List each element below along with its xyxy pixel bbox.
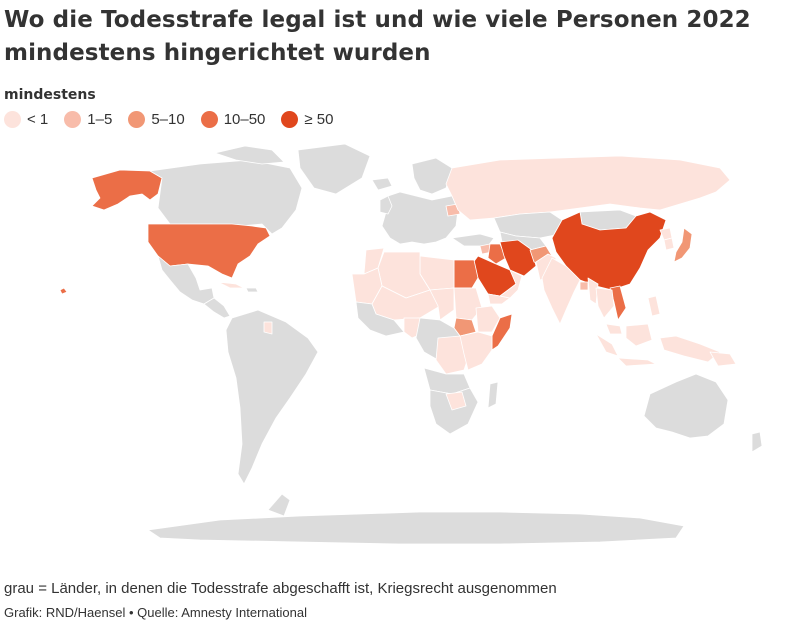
legend-item-lt1: < 1 bbox=[4, 111, 48, 128]
legend-item-1-5: 1–5 bbox=[64, 111, 112, 128]
south-america bbox=[225, 309, 319, 485]
philippines bbox=[647, 295, 661, 317]
japan bbox=[673, 227, 693, 263]
canada bbox=[149, 159, 303, 235]
legend-label: 5–10 bbox=[151, 111, 185, 128]
chad bbox=[429, 287, 455, 321]
hawaii bbox=[59, 287, 68, 295]
papua-new-guinea bbox=[709, 351, 737, 367]
bangladesh bbox=[579, 281, 589, 291]
arctic-islands bbox=[214, 145, 285, 165]
legend-title: mindestens bbox=[4, 87, 96, 103]
legend-swatch bbox=[4, 111, 21, 128]
thailand bbox=[595, 287, 615, 319]
chart-title: Wo die Todesstrafe legal ist und wie vie… bbox=[4, 7, 751, 66]
legend-swatch bbox=[128, 111, 146, 128]
source-credit: Grafik: RND/Haensel • Quelle: Amnesty In… bbox=[4, 605, 307, 620]
east-africa bbox=[459, 331, 493, 371]
legend-swatch bbox=[64, 111, 82, 128]
indonesia-sumatra bbox=[595, 333, 619, 357]
legend-label: 1–5 bbox=[87, 111, 113, 128]
legend: < 1 1–5 5–10 10–50 ≥ 50 bbox=[4, 111, 350, 128]
botswana-zimbabwe bbox=[445, 391, 467, 411]
new-zealand bbox=[751, 431, 763, 453]
oman bbox=[499, 269, 523, 299]
scandinavia bbox=[411, 157, 453, 195]
turkey bbox=[451, 233, 495, 247]
legend-item-gte50: ≥ 50 bbox=[281, 111, 334, 128]
british-isles bbox=[379, 195, 393, 215]
antarctica bbox=[147, 511, 685, 545]
australia bbox=[643, 373, 729, 439]
southern-africa bbox=[429, 387, 479, 435]
legend-item-10-50: 10–50 bbox=[200, 111, 266, 128]
iraq bbox=[487, 243, 507, 265]
south-korea bbox=[663, 237, 675, 251]
indonesia-east bbox=[659, 335, 721, 363]
map-note: grau = Länder, in denen die Todesstrafe … bbox=[4, 580, 557, 597]
legend-item-5-10: 5–10 bbox=[128, 111, 185, 128]
greenland bbox=[297, 143, 371, 195]
myanmar bbox=[587, 277, 599, 305]
iceland bbox=[371, 177, 393, 191]
legend-swatch bbox=[200, 111, 218, 128]
egypt bbox=[453, 259, 479, 289]
legend-swatch bbox=[281, 111, 299, 128]
ethiopia bbox=[475, 305, 501, 333]
russia bbox=[445, 155, 731, 221]
alaska bbox=[91, 169, 163, 211]
cuba bbox=[217, 281, 245, 289]
india bbox=[541, 257, 581, 325]
legend-label: 10–50 bbox=[223, 111, 266, 128]
indonesia-borneo bbox=[625, 323, 653, 347]
madagascar bbox=[487, 381, 499, 409]
legend-label: ≥ 50 bbox=[304, 111, 334, 128]
world-map bbox=[0, 138, 800, 570]
malaysia bbox=[605, 323, 623, 335]
central-america bbox=[203, 297, 231, 319]
indonesia-java bbox=[617, 357, 657, 367]
yemen bbox=[487, 293, 511, 305]
caribbean bbox=[245, 287, 259, 293]
europe bbox=[381, 191, 459, 245]
antarctic-peninsula bbox=[267, 493, 291, 517]
guyana bbox=[263, 321, 273, 335]
legend-label: < 1 bbox=[27, 111, 49, 128]
iran bbox=[499, 239, 537, 277]
